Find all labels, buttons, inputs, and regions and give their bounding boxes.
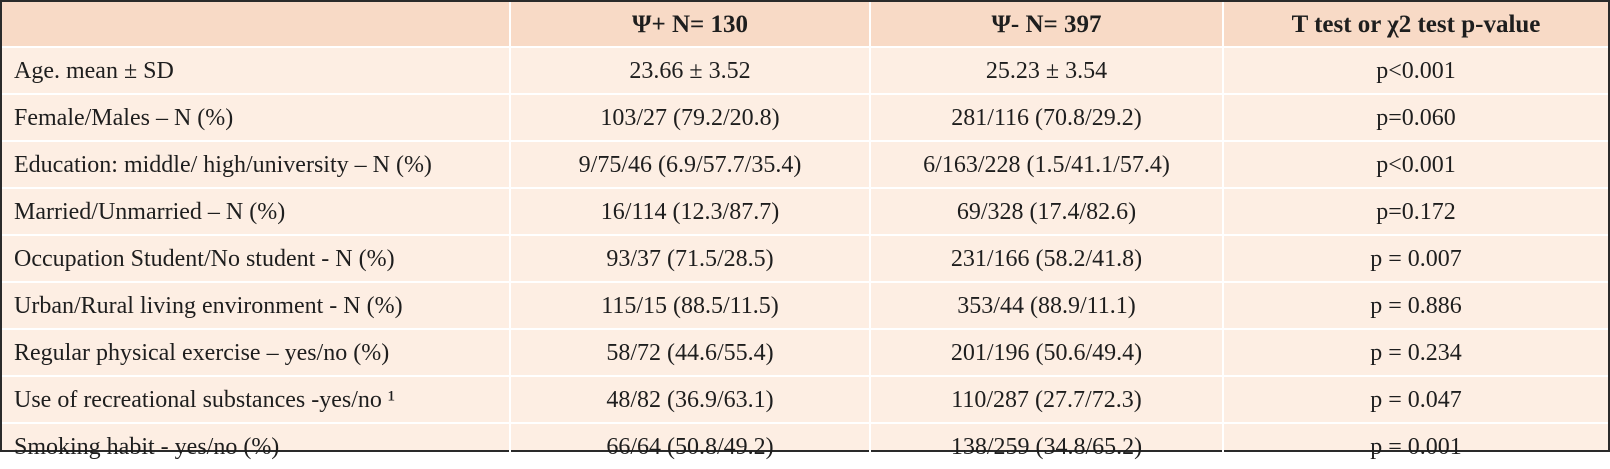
row-label: Use of recreational substances -yes/no ¹: [2, 375, 511, 424]
cell-psi-positive: 115/15 (88.5/11.5): [509, 281, 871, 330]
cell-psi-positive: 48/82 (36.9/63.1): [509, 375, 871, 424]
row-label: Age. mean ± SD: [2, 46, 511, 95]
cell-psi-positive: 23.66 ± 3.52: [509, 46, 871, 95]
row-label: Regular physical exercise – yes/no (%): [2, 328, 511, 377]
cell-psi-negative: 201/196 (50.6/49.4): [869, 328, 1224, 377]
row-label: Urban/Rural living environment - N (%): [2, 281, 511, 330]
row-label: Smoking habit - yes/no (%): [2, 422, 511, 469]
cell-psi-positive: 9/75/46 (6.9/57.7/35.4): [509, 140, 871, 189]
table-row: Regular physical exercise – yes/no (%) 5…: [2, 328, 1608, 377]
header-cell-psi-negative: Ψ- N= 397: [869, 2, 1224, 48]
cell-p-value: p<0.001: [1222, 46, 1608, 95]
cell-p-value: p<0.001: [1222, 140, 1608, 189]
cell-p-value: p = 0.047: [1222, 375, 1608, 424]
table-row: Urban/Rural living environment - N (%) 1…: [2, 281, 1608, 330]
cell-psi-negative: 231/166 (58.2/41.8): [869, 234, 1224, 283]
cell-psi-positive: 16/114 (12.3/87.7): [509, 187, 871, 236]
cell-psi-negative: 69/328 (17.4/82.6): [869, 187, 1224, 236]
cell-p-value: p = 0.886: [1222, 281, 1608, 330]
table-row: Use of recreational substances -yes/no ¹…: [2, 375, 1608, 424]
cell-psi-negative: 353/44 (88.9/11.1): [869, 281, 1224, 330]
cell-psi-negative: 281/116 (70.8/29.2): [869, 93, 1224, 142]
cell-psi-negative: 25.23 ± 3.54: [869, 46, 1224, 95]
header-cell-psi-positive: Ψ+ N= 130: [509, 2, 871, 48]
table-row: Age. mean ± SD 23.66 ± 3.52 25.23 ± 3.54…: [2, 46, 1608, 95]
cell-psi-negative: 110/287 (27.7/72.3): [869, 375, 1224, 424]
cell-p-value: p = 0.001: [1222, 422, 1608, 469]
row-label: Married/Unmarried – N (%): [2, 187, 511, 236]
cell-psi-positive: 58/72 (44.6/55.4): [509, 328, 871, 377]
cell-psi-positive: 66/64 (50.8/49.2): [509, 422, 871, 469]
cell-psi-positive: 93/37 (71.5/28.5): [509, 234, 871, 283]
row-label: Education: middle/ high/university – N (…: [2, 140, 511, 189]
table-header-row: Ψ+ N= 130 Ψ- N= 397 T test or χ2 test p-…: [2, 2, 1608, 48]
table-row: Occupation Student/No student - N (%) 93…: [2, 234, 1608, 283]
header-cell-variable: [2, 2, 511, 48]
table-row: Smoking habit - yes/no (%) 66/64 (50.8/4…: [2, 422, 1608, 469]
cell-psi-negative: 138/259 (34.8/65.2): [869, 422, 1224, 469]
table-row: Education: middle/ high/university – N (…: [2, 140, 1608, 189]
cell-p-value: p=0.172: [1222, 187, 1608, 236]
row-label: Female/Males – N (%): [2, 93, 511, 142]
table-row: Female/Males – N (%) 103/27 (79.2/20.8) …: [2, 93, 1608, 142]
cell-psi-positive: 103/27 (79.2/20.8): [509, 93, 871, 142]
cell-p-value: p = 0.007: [1222, 234, 1608, 283]
cell-p-value: p = 0.234: [1222, 328, 1608, 377]
cell-psi-negative: 6/163/228 (1.5/41.1/57.4): [869, 140, 1224, 189]
header-cell-p-value: T test or χ2 test p-value: [1222, 2, 1608, 48]
cell-p-value: p=0.060: [1222, 93, 1608, 142]
table-row: Married/Unmarried – N (%) 16/114 (12.3/8…: [2, 187, 1608, 236]
row-label: Occupation Student/No student - N (%): [2, 234, 511, 283]
